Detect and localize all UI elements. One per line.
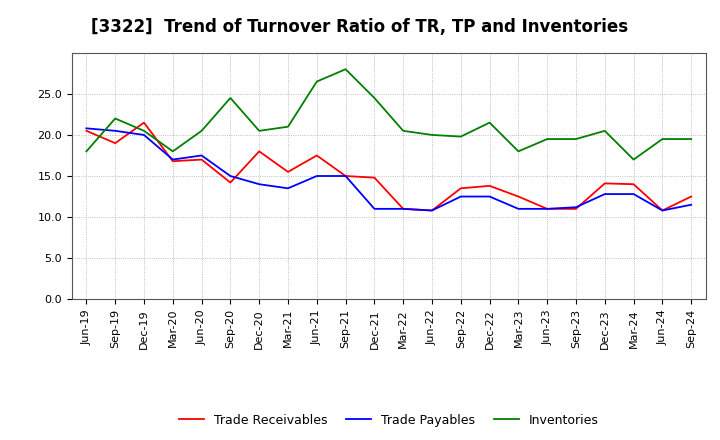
Inventories [428,132,436,138]
Inventories [687,136,696,142]
Trade Payables [226,173,235,179]
Trade Payables [687,202,696,207]
Trade Payables [514,206,523,212]
Inventories [255,128,264,133]
Inventories [168,149,177,154]
Trade Payables [600,191,609,197]
Trade Payables [312,173,321,179]
Trade Payables [341,173,350,179]
Trade Receivables [514,194,523,199]
Inventories [456,134,465,139]
Trade Payables [168,157,177,162]
Trade Payables [543,206,552,212]
Trade Receivables [572,206,580,212]
Trade Receivables [82,128,91,133]
Trade Receivables [456,186,465,191]
Trade Receivables [255,149,264,154]
Inventories [341,66,350,72]
Trade Receivables [284,169,292,175]
Trade Payables [140,132,148,138]
Trade Receivables [341,173,350,179]
Trade Receivables [197,157,206,162]
Inventories [140,128,148,133]
Trade Receivables [312,153,321,158]
Trade Receivables [370,175,379,180]
Inventories [658,136,667,142]
Inventories [572,136,580,142]
Inventories [399,128,408,133]
Trade Receivables [140,120,148,125]
Inventories [485,120,494,125]
Trade Payables [428,208,436,213]
Trade Receivables [485,183,494,188]
Trade Payables [456,194,465,199]
Trade Payables [82,126,91,131]
Trade Receivables [226,180,235,185]
Inventories [629,157,638,162]
Text: [3322]  Trend of Turnover Ratio of TR, TP and Inventories: [3322] Trend of Turnover Ratio of TR, TP… [91,18,629,36]
Trade Payables [197,153,206,158]
Trade Receivables [600,181,609,186]
Trade Payables [284,186,292,191]
Inventories [226,95,235,101]
Inventories [82,149,91,154]
Inventories [312,79,321,84]
Inventories [370,95,379,101]
Inventories [111,116,120,121]
Trade Receivables [543,206,552,212]
Trade Receivables [687,194,696,199]
Trade Receivables [399,206,408,212]
Inventories [197,128,206,133]
Trade Payables [370,206,379,212]
Inventories [600,128,609,133]
Trade Receivables [111,140,120,146]
Trade Payables [658,208,667,213]
Inventories [284,124,292,129]
Trade Payables [255,182,264,187]
Trade Receivables [629,182,638,187]
Trade Receivables [658,208,667,213]
Trade Payables [111,128,120,133]
Legend: Trade Receivables, Trade Payables, Inventories: Trade Receivables, Trade Payables, Inven… [174,409,604,432]
Line: Inventories: Inventories [86,69,691,160]
Trade Payables [572,205,580,210]
Trade Receivables [428,208,436,213]
Line: Trade Payables: Trade Payables [86,128,691,210]
Inventories [514,149,523,154]
Trade Payables [629,191,638,197]
Trade Payables [485,194,494,199]
Trade Payables [399,206,408,212]
Trade Receivables [168,158,177,164]
Inventories [543,136,552,142]
Line: Trade Receivables: Trade Receivables [86,123,691,210]
